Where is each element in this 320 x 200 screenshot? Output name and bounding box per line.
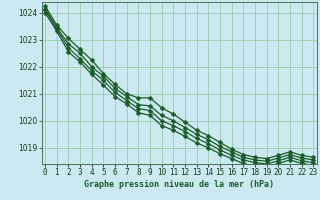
X-axis label: Graphe pression niveau de la mer (hPa): Graphe pression niveau de la mer (hPa) — [84, 180, 274, 189]
